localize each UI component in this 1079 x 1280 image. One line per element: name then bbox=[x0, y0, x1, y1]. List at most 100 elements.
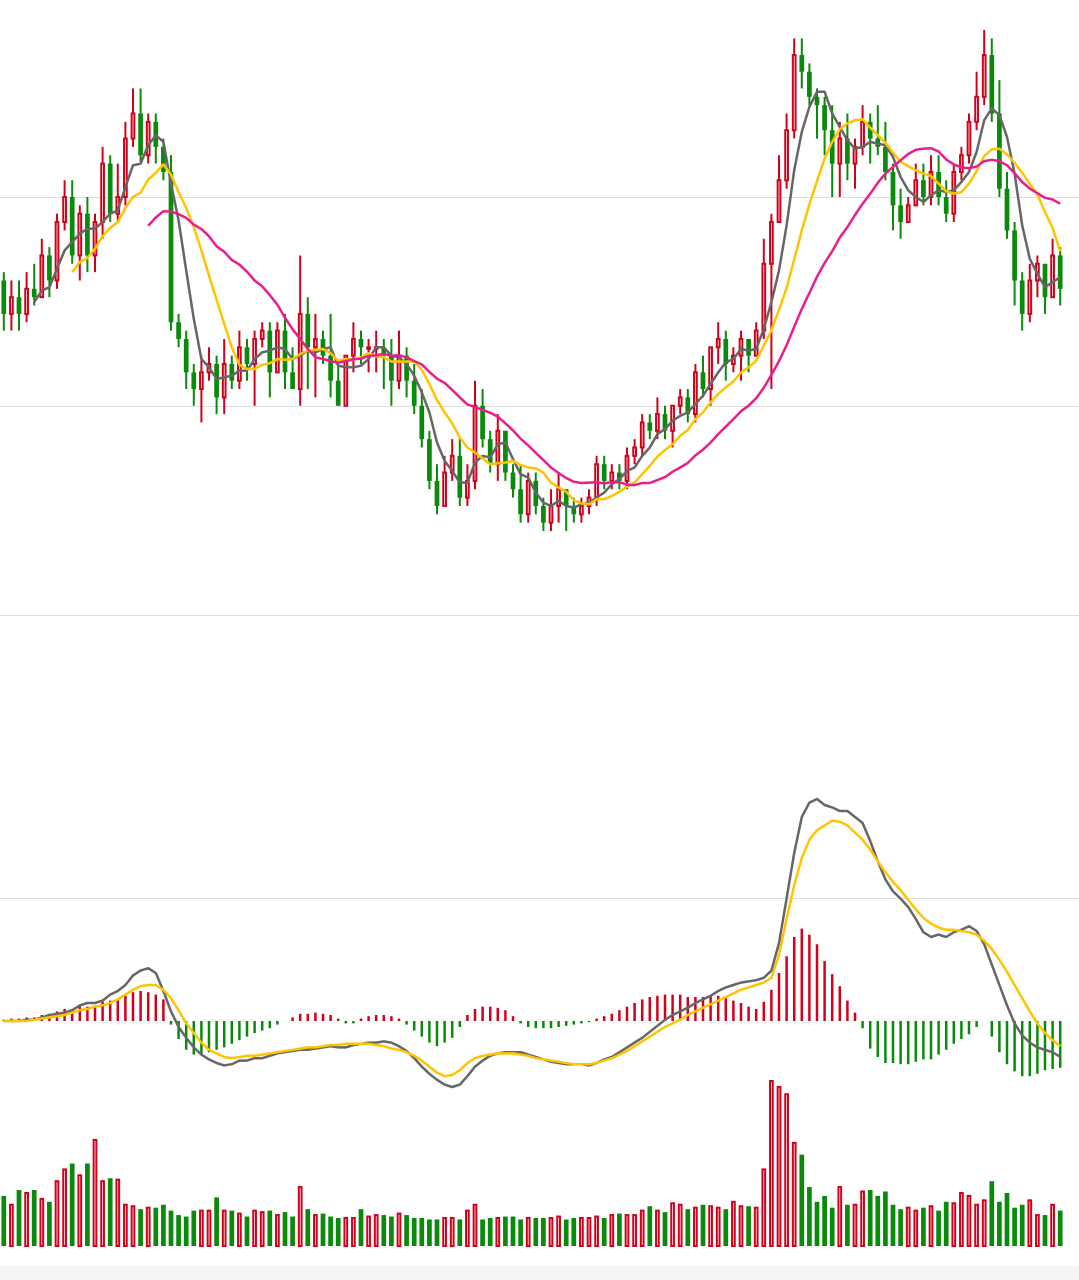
candle bbox=[1027, 263, 1033, 323]
volume-bar-up bbox=[252, 1209, 257, 1247]
candle-body-down bbox=[890, 171, 896, 206]
candle bbox=[700, 355, 706, 398]
volume-bar-down bbox=[1004, 1192, 1010, 1246]
volume-bar-down bbox=[1042, 1215, 1048, 1246]
candle-body-up bbox=[655, 413, 660, 432]
volume-bar-up bbox=[313, 1214, 318, 1247]
candle bbox=[305, 297, 311, 390]
candle-body-down bbox=[563, 489, 569, 506]
candle-body-down bbox=[138, 113, 143, 156]
volume-bar-up bbox=[951, 1202, 957, 1247]
candle-body-down bbox=[487, 439, 493, 465]
candle-body-up bbox=[769, 221, 774, 265]
volume-bar-down bbox=[419, 1218, 425, 1246]
volume-bar-down bbox=[138, 1209, 143, 1246]
candle-body-up bbox=[252, 337, 257, 366]
volume-bar-up bbox=[259, 1211, 265, 1248]
candle bbox=[16, 280, 22, 331]
candle-body-up bbox=[776, 179, 782, 224]
volume-bar-down bbox=[427, 1219, 432, 1246]
volume-bar-up bbox=[442, 1217, 447, 1247]
candle bbox=[791, 38, 797, 139]
candle-body-up bbox=[442, 471, 447, 507]
candle-body-down bbox=[883, 146, 888, 172]
candle bbox=[206, 347, 212, 381]
candle-body-down bbox=[1019, 280, 1025, 314]
volume-bar-down bbox=[617, 1213, 622, 1246]
volume-bar-up bbox=[860, 1190, 865, 1248]
volume-bar-up bbox=[221, 1209, 227, 1247]
candle bbox=[525, 472, 531, 523]
candle-body-down bbox=[358, 338, 364, 348]
ma20-line bbox=[147, 146, 1061, 487]
candle bbox=[183, 330, 189, 390]
candle bbox=[966, 113, 972, 164]
candle-body-up bbox=[791, 54, 797, 132]
candle-body-up bbox=[366, 346, 371, 350]
candle-body-down bbox=[320, 338, 326, 356]
candle bbox=[624, 447, 630, 490]
volume-bar-down bbox=[723, 1209, 729, 1246]
candle bbox=[685, 389, 691, 423]
candle bbox=[107, 155, 113, 223]
volume-bar-down bbox=[389, 1216, 394, 1246]
candle-body-up bbox=[974, 95, 979, 123]
candle bbox=[647, 414, 653, 440]
volume-bar-up bbox=[913, 1209, 919, 1247]
volume-bar-down bbox=[480, 1219, 485, 1246]
candle-body-down bbox=[898, 205, 903, 223]
candle-body-down bbox=[31, 288, 37, 298]
candle bbox=[708, 346, 713, 406]
candle-body-down bbox=[427, 439, 432, 481]
volume-bar-down bbox=[533, 1218, 539, 1246]
candle bbox=[9, 280, 14, 331]
candle bbox=[130, 88, 136, 147]
candle bbox=[1057, 247, 1063, 306]
candle-body-down bbox=[335, 380, 341, 406]
candle bbox=[373, 330, 379, 373]
candle bbox=[510, 464, 516, 498]
candle bbox=[176, 313, 181, 348]
volume-bar-up bbox=[449, 1217, 455, 1247]
candle-body-up bbox=[92, 221, 98, 257]
volume-bar-down bbox=[822, 1195, 827, 1246]
candle bbox=[138, 88, 143, 164]
candle-body-up bbox=[905, 204, 911, 224]
candle bbox=[244, 338, 250, 381]
volume-bar-down bbox=[176, 1215, 181, 1246]
candle-body-down bbox=[328, 355, 333, 381]
candle bbox=[62, 180, 67, 231]
volume-bar-down bbox=[16, 1190, 22, 1246]
volume-bar-up bbox=[1035, 1214, 1040, 1247]
volume-bar-down bbox=[229, 1210, 235, 1246]
candle bbox=[814, 88, 820, 139]
candle bbox=[921, 163, 926, 206]
volume-bar-up bbox=[670, 1202, 675, 1247]
macd-dea-line bbox=[3, 819, 1061, 1078]
volume-bar-up bbox=[791, 1141, 797, 1247]
candle-body-down bbox=[191, 372, 197, 390]
candle-body-down bbox=[290, 372, 295, 390]
volume-bar-up bbox=[465, 1209, 470, 1247]
candle-body-up bbox=[981, 54, 987, 98]
volume-bar-down bbox=[921, 1207, 926, 1246]
volume-bar-up bbox=[1050, 1203, 1055, 1247]
candle-body-down bbox=[69, 197, 75, 256]
volume-bar-down bbox=[541, 1218, 546, 1246]
volume-bar-up bbox=[624, 1214, 630, 1247]
volume-bar-down bbox=[381, 1215, 387, 1246]
volume-bar-down bbox=[305, 1209, 311, 1246]
volume-bar-down bbox=[814, 1201, 820, 1246]
candle-body-up bbox=[259, 329, 265, 340]
volume-bar-down bbox=[214, 1197, 219, 1246]
candle bbox=[419, 389, 425, 448]
candle-body-down bbox=[685, 397, 691, 415]
volume-bar-up bbox=[981, 1199, 987, 1247]
candle-body-up bbox=[928, 170, 934, 198]
candle-body-up bbox=[579, 504, 584, 516]
volume-bar-up bbox=[9, 1203, 14, 1247]
volume-bar-down bbox=[191, 1210, 197, 1246]
candle-body-down bbox=[85, 213, 90, 256]
volume-bar-up bbox=[639, 1209, 645, 1247]
volume-bar-up bbox=[297, 1186, 303, 1247]
